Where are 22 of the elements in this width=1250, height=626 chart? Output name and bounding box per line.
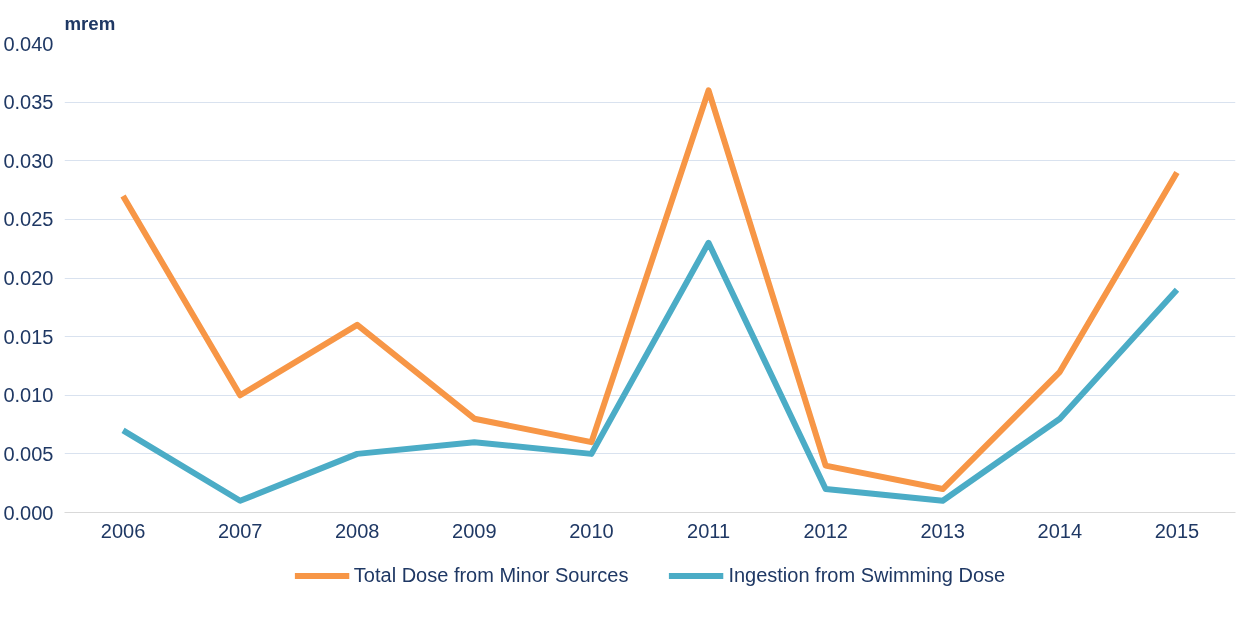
y-tick-label: 0.035 [3,91,54,114]
y-tick-label: 0.005 [3,442,54,465]
x-tick-label: 2013 [920,519,965,542]
y-axis-title: mrem [64,12,116,34]
y-tick-label: 0.030 [3,149,54,172]
x-tick-label: 2007 [217,519,263,542]
y-tick-label: 0.010 [3,384,54,407]
x-tick-label: 2010 [569,519,614,542]
x-tick-label: 2014 [1037,519,1083,542]
y-tick-label: 0.015 [3,325,54,348]
y-tick-label: 0.000 [3,501,54,524]
y-tick-label: 0.040 [3,32,54,55]
x-tick-label: 2015 [1154,519,1200,542]
legend-label: Total Dose from Minor Sources [353,563,629,587]
x-tick-label: 2011 [687,519,731,542]
x-tick-label: 2012 [803,519,848,542]
legend-label: Ingestion from Swimming Dose [728,563,1006,587]
x-tick-label: 2008 [335,519,380,542]
x-tick-label: 2006 [100,519,146,542]
y-tick-label: 0.025 [3,208,54,231]
x-tick-label: 2009 [452,519,497,542]
y-tick-label: 0.020 [3,267,54,289]
